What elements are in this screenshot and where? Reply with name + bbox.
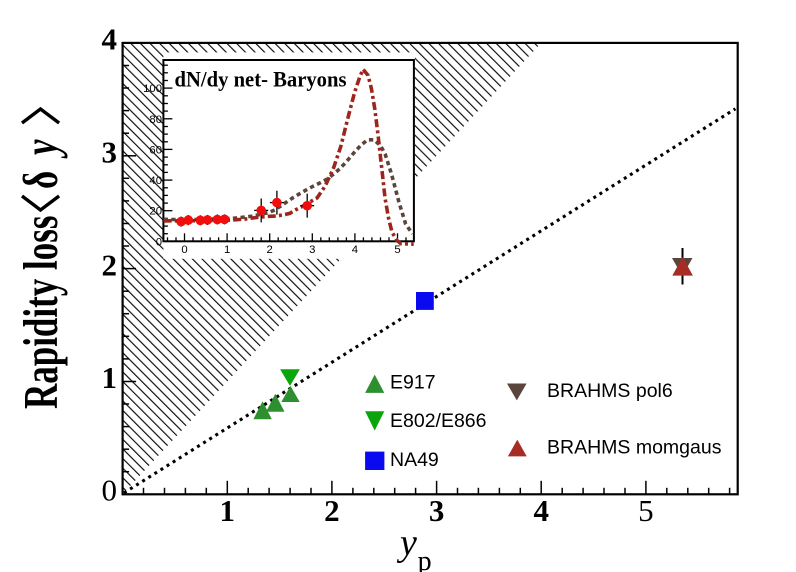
svg-text:0: 0 [181,244,187,256]
svg-text:20: 20 [149,206,162,218]
svg-text:40: 40 [149,175,162,187]
svg-text:60: 60 [149,144,162,156]
svg-text:5: 5 [638,493,654,528]
svg-text:4: 4 [533,493,549,528]
svg-text:NA49: NA49 [390,449,439,471]
svg-text:1: 1 [102,360,118,395]
svg-text:y: y [14,139,68,160]
svg-text:1: 1 [220,493,236,528]
svg-text:BRAHMS pol6: BRAHMS pol6 [547,380,673,402]
svg-text:80: 80 [149,114,162,126]
svg-text:3: 3 [102,134,118,169]
svg-text:y: y [396,522,417,564]
svg-text:3: 3 [309,244,315,256]
svg-text:E917: E917 [390,372,436,394]
svg-text:3: 3 [429,493,445,528]
svg-text:BRAHMS momgaus: BRAHMS momgaus [547,437,722,459]
svg-text:0: 0 [156,236,162,248]
svg-text:4: 4 [102,22,118,57]
svg-text:0: 0 [102,473,118,508]
svg-text:p: p [418,546,432,572]
svg-text:5: 5 [394,244,400,256]
svg-text:E802/E866: E802/E866 [390,410,487,432]
svg-text:2: 2 [102,247,118,282]
svg-text:100: 100 [143,83,162,95]
svg-text:δ: δ [14,171,68,189]
svg-text:2: 2 [324,493,340,528]
svg-text:Rapidity loss: Rapidity loss [14,216,68,409]
svg-text:dN/dy net- Baryons: dN/dy net- Baryons [175,67,347,92]
svg-text:1: 1 [224,244,230,256]
svg-text:2: 2 [267,244,273,256]
svg-text:4: 4 [352,244,358,256]
